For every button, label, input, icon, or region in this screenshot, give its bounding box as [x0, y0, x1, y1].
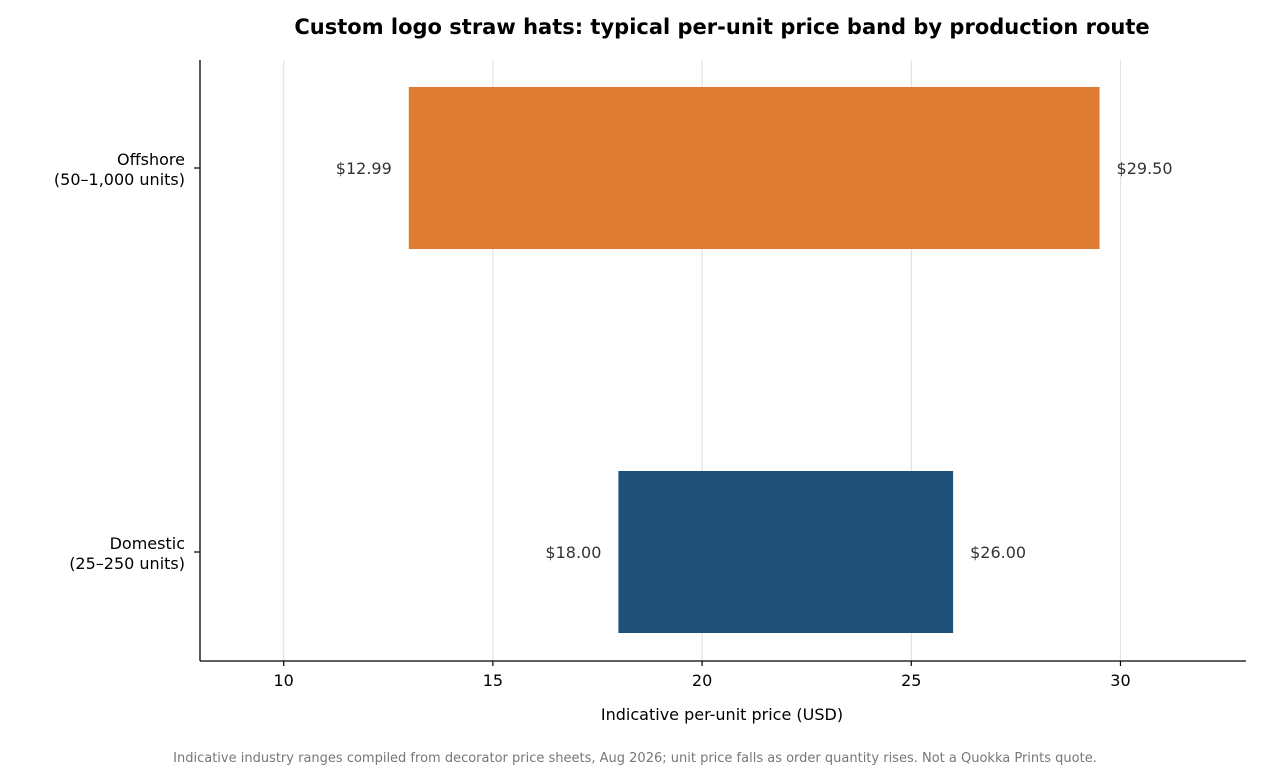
high-value-label-1: $26.00: [970, 543, 1026, 562]
x-tick-label-2: 20: [692, 671, 712, 690]
category-label-0: Offshore (50–1,000 units): [54, 150, 185, 189]
category-label-1: Domestic (25–250 units): [69, 534, 185, 573]
bar-1: [618, 471, 954, 633]
x-axis-ticks: 10 15 20 25 30: [194, 167, 1131, 690]
x-tick-label-3: 25: [901, 671, 921, 690]
bar-0: [408, 87, 1100, 249]
footnote: Indicative industry ranges compiled from…: [173, 751, 1097, 766]
low-value-label-0: $12.99: [336, 159, 392, 178]
chart-title: Custom logo straw hats: typical per-unit…: [294, 15, 1149, 39]
axes: [199, 60, 1246, 662]
high-value-label-0: $29.50: [1117, 159, 1173, 178]
x-tick-label-1: 15: [483, 671, 503, 690]
value-labels: Offshore (50–1,000 units) $12.99 $29.50 Dome…: [54, 150, 1173, 573]
x-tick-label-4: 30: [1110, 671, 1130, 690]
x-tick-label-0: 10: [274, 671, 294, 690]
bars: [408, 87, 1100, 633]
low-value-label-1: $18.00: [545, 543, 601, 562]
x-axis-label: Indicative per-unit price (USD): [601, 705, 843, 724]
